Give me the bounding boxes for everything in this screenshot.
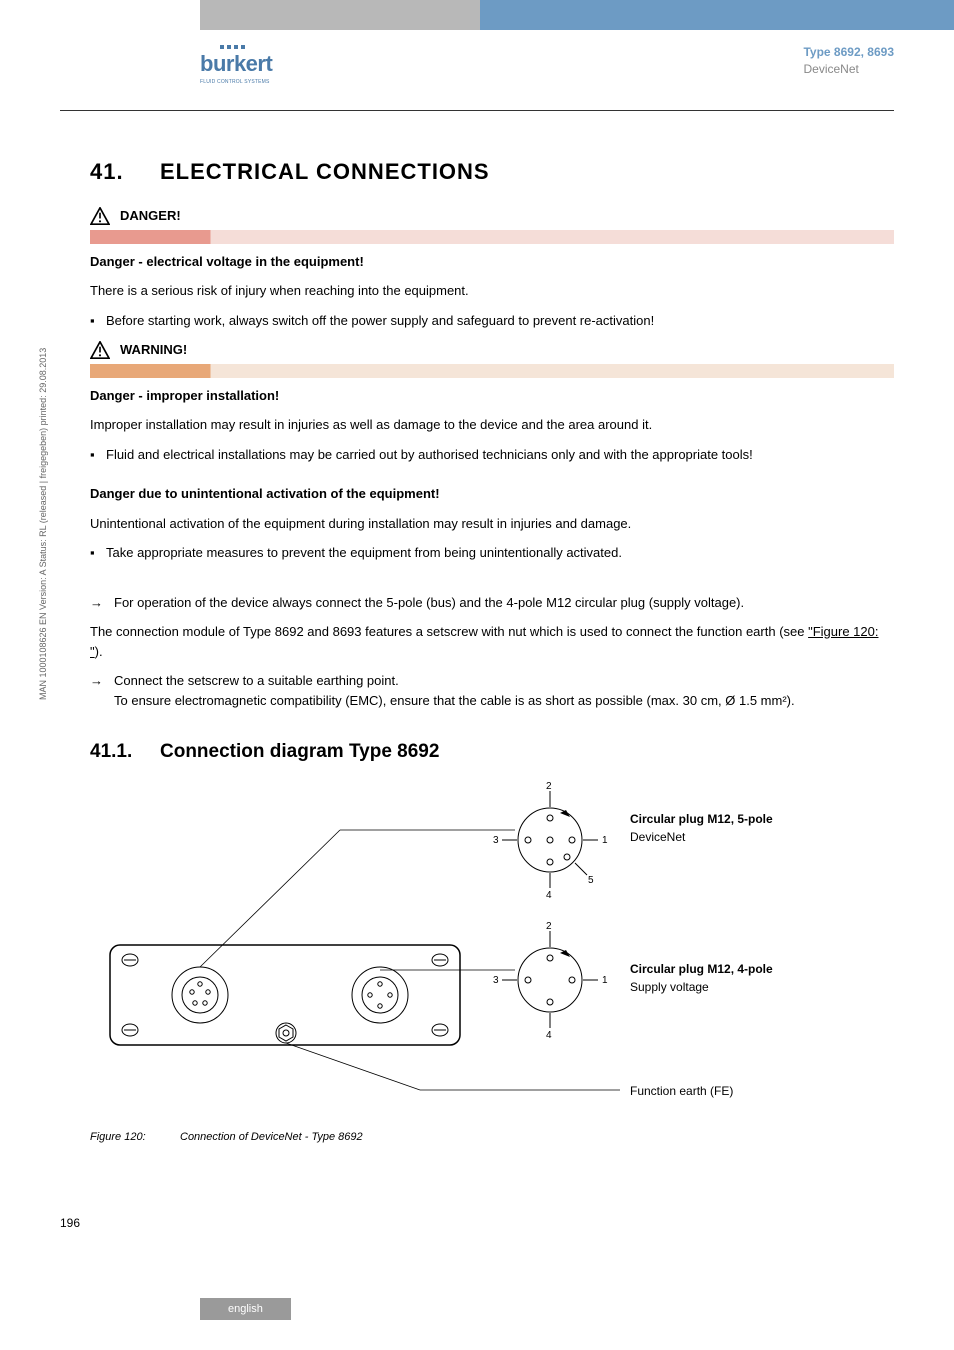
body-a1: For operation of the device always conne…	[114, 593, 744, 613]
logo-tag: FLUID CONTROL SYSTEMS	[200, 79, 300, 85]
section-title: ELECTRICAL CONNECTIONS	[160, 159, 490, 184]
danger-b1: Before starting work, always switch off …	[106, 311, 654, 331]
warning-head: WARNING!	[90, 340, 894, 360]
top-bar-blue	[480, 0, 954, 30]
doc-sub: DeviceNet	[803, 62, 894, 76]
body-p1b: ).	[95, 644, 103, 659]
warning-triangle-icon	[90, 207, 110, 225]
bullet-icon: ▪	[90, 445, 98, 465]
pin-3b: 3	[493, 973, 499, 988]
body-p1: The connection module of Type 8692 and 8…	[90, 622, 894, 661]
arrow-item-2: → Connect the setscrew to a suitable ear…	[90, 671, 894, 710]
danger-title: Danger - electrical voltage in the equip…	[90, 252, 894, 272]
warning-t1: Danger - improper installation!	[90, 386, 894, 406]
figure-num: Figure 120:	[90, 1129, 180, 1146]
footer-lang: english	[200, 1298, 291, 1320]
header: burkert FLUID CONTROL SYSTEMS Type 8692,…	[200, 45, 894, 85]
warning-bullet-1: ▪ Fluid and electrical installations may…	[90, 445, 894, 465]
bullet-icon: ▪	[90, 311, 98, 331]
section-num: 41.	[90, 155, 160, 188]
pin-2b: 2	[546, 919, 552, 934]
warning-b2: Take appropriate measures to prevent the…	[106, 543, 622, 563]
danger-label: DANGER!	[120, 206, 181, 226]
logo-dots	[200, 45, 300, 49]
plug5-label: Circular plug M12, 5-pole DeviceNet	[630, 810, 773, 846]
warning-p2: Unintentional activation of the equipmen…	[90, 514, 894, 534]
danger-p1: There is a serious risk of injury when r…	[90, 281, 894, 301]
side-meta: MAN 1000108626 EN Version: A Status: RL …	[38, 348, 48, 700]
body-a2b: To ensure electromagnetic compatibility …	[114, 693, 795, 708]
plug4-label: Circular plug M12, 4-pole Supply voltage	[630, 960, 773, 996]
warning-t2: Danger due to unintentional activation o…	[90, 484, 894, 504]
plug4-title: Circular plug M12, 4-pole	[630, 960, 773, 978]
page-number: 196	[60, 1216, 80, 1230]
pin-1: 1	[602, 833, 608, 848]
top-bar-gray	[200, 0, 480, 30]
content: 41.ELECTRICAL CONNECTIONS DANGER! Danger…	[90, 155, 894, 1145]
danger-bullet-1: ▪ Before starting work, always switch of…	[90, 311, 894, 331]
pin-4b: 4	[546, 1028, 552, 1043]
body-a2: Connect the setscrew to a suitable earth…	[114, 671, 795, 710]
warning-bar	[90, 364, 894, 378]
plug5-sub: DeviceNet	[630, 830, 685, 844]
pin-2: 2	[546, 779, 552, 794]
section-heading: 41.ELECTRICAL CONNECTIONS	[90, 155, 894, 188]
warning-p1: Improper installation may result in inju…	[90, 415, 894, 435]
warning-b1: Fluid and electrical installations may b…	[106, 445, 753, 465]
arrow-icon: →	[90, 671, 106, 710]
pin-1b: 1	[602, 973, 608, 988]
header-divider	[60, 110, 894, 111]
pin-4: 4	[546, 888, 552, 903]
body-p1a: The connection module of Type 8692 and 8…	[90, 624, 808, 639]
arrow-item-1: → For operation of the device always con…	[90, 593, 894, 613]
warning-triangle-icon	[90, 341, 110, 359]
header-right: Type 8692, 8693 DeviceNet	[803, 45, 894, 76]
top-bar	[200, 0, 954, 30]
fe-label: Function earth (FE)	[630, 1082, 733, 1100]
doc-type: Type 8692, 8693	[803, 45, 894, 59]
subsection-heading: 41.1.Connection diagram Type 8692	[90, 738, 894, 767]
subsection-title: Connection diagram Type 8692	[160, 741, 439, 762]
pin-3: 3	[493, 833, 499, 848]
body-a2a: Connect the setscrew to a suitable earth…	[114, 673, 399, 688]
plug4-sub: Supply voltage	[630, 980, 709, 994]
logo: burkert FLUID CONTROL SYSTEMS	[200, 45, 300, 85]
danger-head: DANGER!	[90, 206, 894, 226]
logo-name: burkert	[200, 51, 300, 77]
plug5-title: Circular plug M12, 5-pole	[630, 810, 773, 828]
pin-5: 5	[588, 873, 594, 888]
subsection-num: 41.1.	[90, 738, 160, 767]
bullet-icon: ▪	[90, 543, 98, 563]
arrow-icon: →	[90, 593, 106, 613]
warning-label: WARNING!	[120, 340, 187, 360]
figure-text: Connection of DeviceNet - Type 8692	[180, 1131, 363, 1143]
figure-caption: Figure 120:Connection of DeviceNet - Typ…	[90, 1129, 894, 1146]
warning-bullet-2: ▪ Take appropriate measures to prevent t…	[90, 543, 894, 563]
connection-diagram: 2 1 3 4 5 2 1 3 4 Circular plug M12, 5-p…	[90, 785, 894, 1125]
danger-bar	[90, 230, 894, 244]
